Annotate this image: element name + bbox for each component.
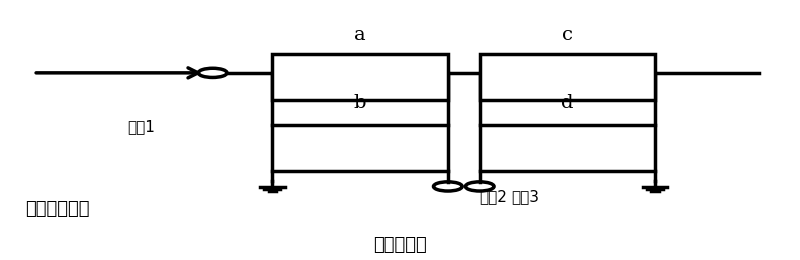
Text: 端口2: 端口2 <box>480 189 507 204</box>
Text: 端口1: 端口1 <box>127 119 155 134</box>
Text: d: d <box>561 94 574 113</box>
Text: 端口3: 端口3 <box>512 189 540 204</box>
Text: b: b <box>354 94 366 113</box>
FancyBboxPatch shape <box>273 54 448 100</box>
FancyBboxPatch shape <box>273 125 448 171</box>
FancyBboxPatch shape <box>480 54 655 100</box>
Text: a: a <box>354 25 366 44</box>
Text: 非平衡端输入: 非平衡端输入 <box>26 200 90 218</box>
Text: c: c <box>562 25 573 44</box>
FancyBboxPatch shape <box>480 125 655 171</box>
Text: 平衡端输出: 平衡端输出 <box>373 236 427 254</box>
